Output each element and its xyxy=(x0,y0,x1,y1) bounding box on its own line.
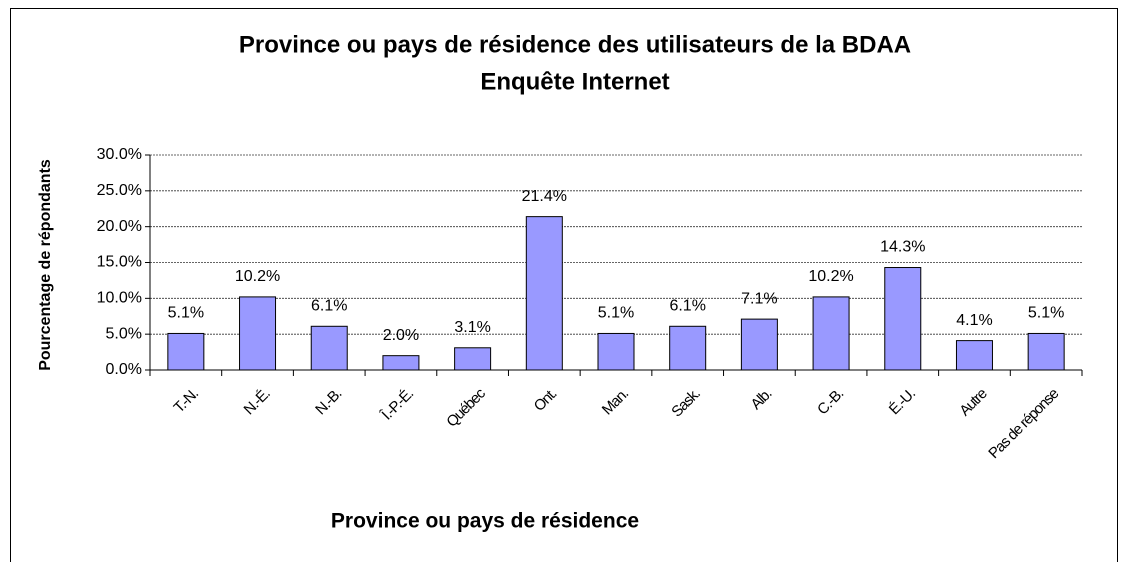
x-tick-label: T.-N. xyxy=(171,386,202,417)
bar xyxy=(239,296,277,371)
y-tick-label: 25.0% xyxy=(97,182,142,199)
y-tick-label: 15.0% xyxy=(97,254,142,271)
data-label: 10.2% xyxy=(235,268,280,285)
x-tick-label: Man. xyxy=(599,386,632,419)
data-label: 6.1% xyxy=(669,298,705,315)
bar xyxy=(812,296,850,371)
data-label: 5.1% xyxy=(168,305,204,322)
x-tick-label: Ont. xyxy=(531,386,560,415)
y-axis-title: Pourcentage de répondants xyxy=(37,159,54,371)
x-tick-label: É.-U. xyxy=(886,386,919,419)
data-label: 21.4% xyxy=(522,188,567,205)
bar xyxy=(382,355,420,371)
chart-frame xyxy=(10,8,1118,562)
x-tick-label: Alb. xyxy=(748,386,775,413)
bar xyxy=(1027,332,1065,371)
bar xyxy=(454,347,492,371)
bar xyxy=(597,332,635,371)
x-tick-label: C.-B. xyxy=(814,386,847,419)
bar xyxy=(884,267,922,371)
x-tick-label: Î.-P.-É. xyxy=(378,386,417,425)
data-label: 10.2% xyxy=(808,268,853,285)
data-label: 4.1% xyxy=(956,312,992,329)
x-tick-label: N.-B. xyxy=(312,386,345,419)
bar xyxy=(167,332,205,371)
bar xyxy=(740,318,778,371)
chart-subtitle: Enquête Internet xyxy=(480,68,669,95)
bar xyxy=(669,325,707,371)
x-tick-label: N.-É. xyxy=(241,386,274,419)
y-tick-label: 10.0% xyxy=(97,290,142,307)
data-label: 2.0% xyxy=(383,327,419,344)
data-label: 5.1% xyxy=(1028,305,1064,322)
data-label: 5.1% xyxy=(598,305,634,322)
y-tick-label: 0.0% xyxy=(106,361,142,378)
y-tick-label: 20.0% xyxy=(97,218,142,235)
x-tick-label: Pas de réponse xyxy=(985,385,1062,462)
bar xyxy=(955,340,993,371)
data-label: 3.1% xyxy=(454,319,490,336)
data-label: 14.3% xyxy=(880,239,925,256)
bar xyxy=(525,216,563,371)
bar xyxy=(310,325,348,371)
data-label: 6.1% xyxy=(311,298,347,315)
data-label: 7.1% xyxy=(741,290,777,307)
y-tick-label: 5.0% xyxy=(106,325,142,342)
x-axis-title: Province ou pays de résidence xyxy=(331,510,639,533)
chart-title: Province ou pays de résidence des utilis… xyxy=(239,31,911,58)
y-tick-label: 30.0% xyxy=(97,146,142,163)
x-tick-label: Québec xyxy=(443,385,489,431)
x-tick-label: Sask. xyxy=(668,386,703,421)
x-tick-label: Autre xyxy=(956,385,990,419)
